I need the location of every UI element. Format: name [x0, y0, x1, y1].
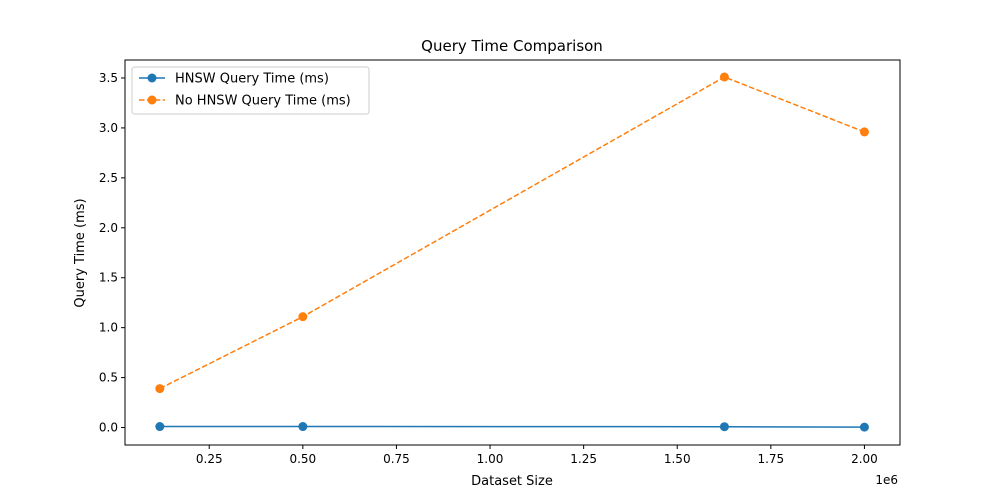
series-1-point — [859, 422, 869, 432]
y-tick-label: 2.5 — [99, 171, 118, 185]
legend-item-2: No HNSW Query Time (ms) — [139, 94, 351, 109]
legend-item-1: HNSW Query Time (ms) — [139, 72, 329, 87]
series-1-point — [298, 422, 308, 432]
series-1-point — [719, 422, 729, 432]
x-axis-offset-label: 1e6 — [875, 473, 898, 487]
y-axis-ticks: 0.0 0.5 1.0 1.5 2.0 2.5 3.0 3.5 — [99, 71, 125, 435]
axes-frame — [124, 59, 901, 446]
plot-area-border — [124, 59, 901, 446]
series-2-line — [159, 76, 865, 390]
x-tick-label: 0.75 — [383, 452, 410, 466]
legend-marker — [147, 95, 157, 105]
series-2-point — [859, 127, 869, 137]
series-1-point — [155, 422, 165, 432]
x-tick-label: 1.00 — [477, 452, 504, 466]
y-tick-label: 0.0 — [99, 421, 118, 435]
x-tick-label: 0.25 — [196, 452, 223, 466]
series-1 — [155, 422, 869, 432]
series-2-point — [298, 312, 308, 322]
legend-label: No HNSW Query Time (ms) — [175, 94, 351, 109]
series-1-line — [159, 425, 865, 428]
y-axis-label: Query Time (ms) — [73, 198, 88, 307]
legend: HNSW Query Time (ms) No HNSW Query Time (… — [131, 66, 370, 115]
y-tick-label: 0.5 — [99, 371, 118, 385]
y-tick-label: 3.5 — [99, 71, 118, 85]
x-axis-label: Dataset Size — [471, 474, 553, 489]
legend-box — [131, 66, 370, 115]
chart-title: Query Time Comparison — [421, 37, 603, 55]
y-tick-label: 2.0 — [99, 221, 118, 235]
legend-label: HNSW Query Time (ms) — [175, 72, 329, 87]
y-tick-label: 1.0 — [99, 321, 118, 335]
x-tick-label: 1.25 — [570, 452, 597, 466]
x-tick-label: 0.50 — [289, 452, 316, 466]
series-2-point — [719, 72, 729, 82]
x-tick-label: 2.00 — [851, 452, 878, 466]
y-tick-label: 1.5 — [99, 271, 118, 285]
x-tick-label: 1.50 — [664, 452, 691, 466]
plot-layer: 0.25 0.50 0.75 1.00 1.25 1.50 1.75 2.00 0.0 0.5 1.… — [99, 59, 901, 466]
x-tick-label: 1.75 — [757, 452, 784, 466]
series-2-point — [155, 384, 165, 394]
series-2 — [155, 72, 869, 394]
legend-marker — [147, 73, 157, 83]
x-axis-ticks: 0.25 0.50 0.75 1.00 1.25 1.50 1.75 2.00 — [196, 445, 878, 466]
y-tick-label: 3.0 — [99, 121, 118, 135]
